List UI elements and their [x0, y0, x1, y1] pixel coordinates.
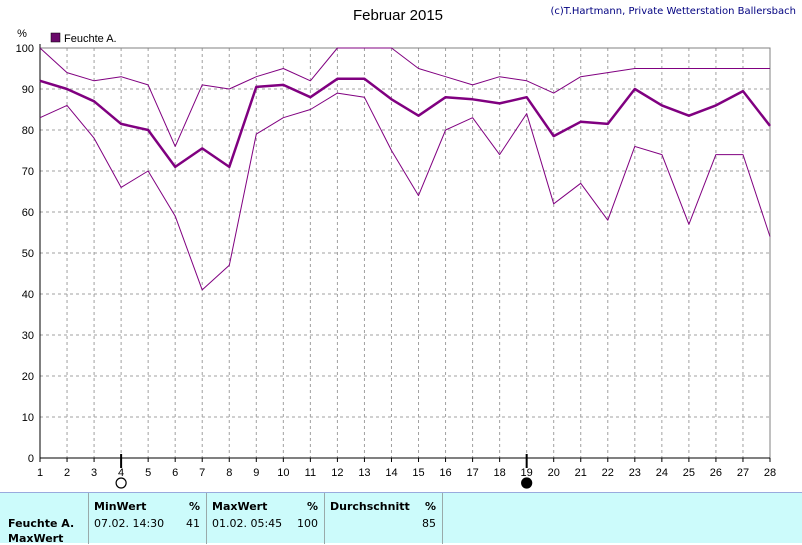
- panel-separator: [206, 493, 207, 544]
- series-line-min: [39, 92, 771, 291]
- x-tick-label: 20: [548, 467, 560, 479]
- x-tick-label: 27: [737, 467, 749, 479]
- x-tick-label: 15: [412, 467, 424, 479]
- x-tick-label: 17: [466, 467, 478, 479]
- x-tick-label: 1: [37, 467, 43, 479]
- x-tick-label: 11: [305, 467, 316, 479]
- x-tick-label: 14: [385, 467, 397, 479]
- min-time: 07.02. 14:30: [94, 517, 165, 530]
- y-tick-label: 80: [22, 125, 34, 137]
- y-tick-label: 50: [22, 248, 34, 260]
- day-markers: [115, 454, 533, 489]
- x-tick-label: 3: [91, 467, 97, 479]
- x-tick-label: 24: [656, 467, 668, 479]
- y-axis-unit: %: [17, 28, 27, 40]
- avg-unit: %: [425, 500, 437, 513]
- min-header: MinWert: [94, 500, 147, 513]
- x-axis-ticks: 1 2 3 4 5 6 7 8 9 10 11 12 13 14 15 16 17 18 19 20 21 22 23 24 2…: [37, 458, 776, 479]
- panel-separator: [324, 493, 325, 544]
- x-tick-label: 8: [226, 467, 232, 479]
- x-tick-label: 23: [629, 467, 641, 479]
- y-tick-label: 90: [22, 84, 34, 96]
- x-tick-label: 18: [494, 467, 506, 479]
- copyright-text: (c)T.Hartmann, Private Wetterstation Bal…: [550, 6, 796, 17]
- x-tick-label: 6: [172, 467, 178, 479]
- y-axis-ticks: 0 10 20 30 40 50 60 70 80 90 100: [16, 43, 34, 465]
- legend-label: Feuchte A.: [64, 33, 117, 45]
- y-tick-label: 100: [16, 43, 34, 55]
- x-tick-label: 13: [358, 467, 370, 479]
- y-tick-label: 30: [22, 330, 34, 342]
- max-header: MaxWert: [212, 500, 268, 513]
- avg-header: Durchschnitt: [330, 500, 410, 513]
- x-tick-label: 7: [199, 467, 205, 479]
- chart-grid: [40, 48, 770, 458]
- min-marker: [115, 477, 127, 489]
- x-tick-label: 19: [521, 467, 533, 479]
- x-tick-label: 10: [277, 467, 289, 479]
- series-line-max: [39, 47, 770, 147]
- x-tick-label: 26: [710, 467, 722, 479]
- max-unit: %: [307, 500, 319, 513]
- legend-swatch: [50, 32, 61, 43]
- x-tick-label: 2: [64, 467, 70, 479]
- stats-panel: Feuchte A. MaxWert MinWert % 07.02. 14:3…: [0, 492, 802, 545]
- panel-separator: [442, 493, 443, 544]
- y-tick-label: 0: [28, 453, 34, 465]
- x-tick-label: 9: [253, 467, 259, 479]
- max-time: 01.02. 05:45: [212, 517, 283, 530]
- x-tick-label: 25: [683, 467, 695, 479]
- max-value: 100: [297, 517, 318, 530]
- avg-value: 85: [422, 517, 436, 530]
- y-tick-label: 10: [22, 412, 34, 424]
- x-tick-label: 21: [575, 467, 587, 479]
- y-tick-label: 20: [22, 371, 34, 383]
- x-tick-label: 16: [439, 467, 451, 479]
- min-value: 41: [186, 517, 200, 530]
- series-line-avg: [39, 77, 771, 169]
- x-tick-label: 28: [764, 467, 776, 479]
- min-unit: %: [189, 500, 201, 513]
- panel-separator: [88, 493, 89, 544]
- x-tick-label: 22: [602, 467, 614, 479]
- plot-frame: [39, 44, 771, 459]
- x-tick-label: 4: [118, 467, 124, 479]
- row-label: MaxWert: [8, 532, 64, 545]
- y-tick-label: 40: [22, 289, 34, 301]
- x-tick-label: 12: [331, 467, 343, 479]
- x-tick-label: 5: [145, 467, 151, 479]
- chart-title: Februar 2015: [353, 7, 443, 24]
- sensor-label: Feuchte A.: [8, 517, 75, 530]
- y-tick-label: 60: [22, 207, 34, 219]
- y-tick-label: 70: [22, 166, 34, 178]
- series-lines: [39, 47, 771, 291]
- max-marker: [521, 477, 533, 489]
